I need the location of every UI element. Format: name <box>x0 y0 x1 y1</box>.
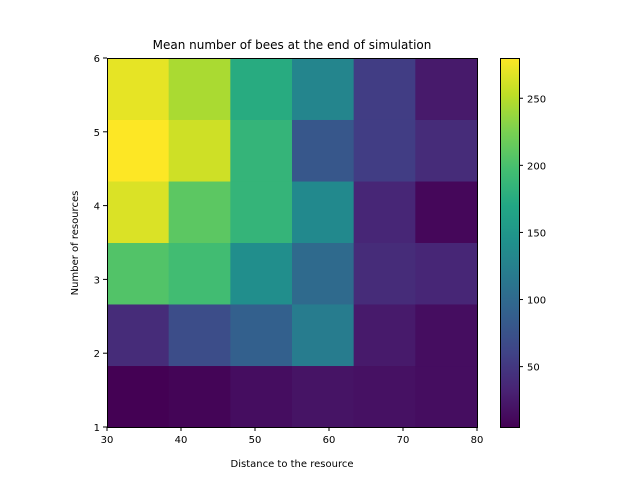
x-tick-label: 80 <box>471 435 484 446</box>
heatmap-cell <box>353 119 416 182</box>
x-tick-label: 50 <box>249 435 262 446</box>
heatmap-cell <box>292 119 355 182</box>
heatmap-cell <box>292 58 355 120</box>
x-tick-label: 30 <box>101 435 114 446</box>
y-tick-label: 5 <box>94 128 100 139</box>
colorbar-ticks: 50 100 150 200 250 <box>519 94 546 374</box>
heatmap-cell <box>168 303 231 367</box>
heatmap-cell <box>353 242 416 305</box>
heatmap-cell <box>353 303 416 367</box>
heatmap-cell <box>230 58 293 120</box>
y-axis-ticks: 1 2 3 4 5 6 <box>94 54 107 434</box>
heatmap-cell <box>292 242 355 305</box>
y-tick-label: 1 <box>94 423 100 434</box>
heatmap-cell <box>107 58 170 120</box>
heatmap-cell <box>230 119 293 182</box>
heatmap-cells <box>107 58 478 428</box>
heatmap-cell <box>107 303 170 367</box>
x-tick-label: 60 <box>323 435 336 446</box>
y-tick-label: 3 <box>94 275 100 286</box>
colorbar-tick-label: 200 <box>527 161 546 172</box>
heatmap-cell <box>415 181 478 243</box>
x-tick-label: 40 <box>175 435 188 446</box>
heatmap-cell <box>168 181 231 243</box>
heatmap-cell <box>230 181 293 243</box>
heatmap-cell <box>292 365 355 428</box>
heatmap-cell <box>353 181 416 243</box>
heatmap-cell <box>168 119 231 182</box>
heatmap-cell <box>230 365 293 428</box>
heatmap-cell <box>415 58 478 120</box>
heatmap-cell <box>107 242 170 305</box>
heatmap-cell <box>230 303 293 367</box>
heatmap-cell <box>107 365 170 428</box>
x-axis-ticks: 30 40 50 60 70 80 <box>101 427 484 446</box>
heatmap-cell <box>415 303 478 367</box>
colorbar-tick-label: 250 <box>527 94 546 105</box>
x-axis-label: Distance to the resource <box>231 459 354 470</box>
heatmap-cell <box>168 58 231 120</box>
heatmap-cell <box>415 242 478 305</box>
colorbar-tick-label: 100 <box>527 296 546 307</box>
y-tick-label: 4 <box>94 202 100 213</box>
chart-title: Mean number of bees at the end of simula… <box>153 38 432 52</box>
heatmap-cell <box>353 58 416 120</box>
heatmap-cell <box>230 242 293 305</box>
plot-frame <box>107 58 478 428</box>
colorbar <box>500 58 519 427</box>
heatmap-cell <box>107 181 170 243</box>
heatmap-cell <box>107 119 170 182</box>
y-axis-label: Number of resources <box>70 191 81 296</box>
y-tick-label: 6 <box>94 54 100 65</box>
heatmap-cell <box>168 365 231 428</box>
heatmap-cell <box>168 242 231 305</box>
heatmap-cell <box>292 181 355 243</box>
heatmap-cell <box>292 303 355 367</box>
y-tick-label: 2 <box>94 349 100 360</box>
colorbar-frame <box>500 58 520 428</box>
colorbar-tick-label: 50 <box>527 363 540 374</box>
x-tick-label: 70 <box>397 435 410 446</box>
heatmap-cell <box>415 365 478 428</box>
heatmap-cell <box>415 119 478 182</box>
heatmap-cell <box>353 365 416 428</box>
colorbar-tick-label: 150 <box>527 228 546 239</box>
